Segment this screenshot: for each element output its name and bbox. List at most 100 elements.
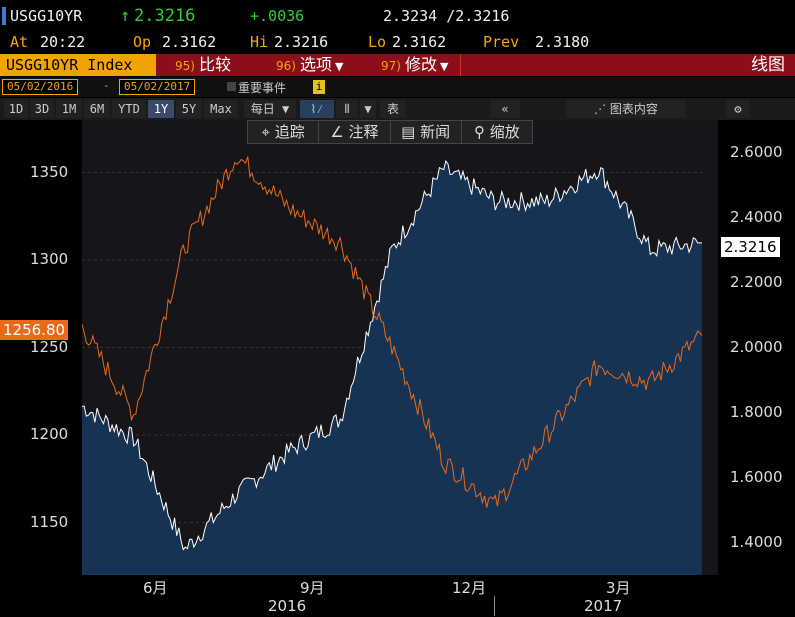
low-value: 2.3162 [392,33,447,51]
edit-button[interactable]: 97) 修改 ▼ [381,54,448,76]
left-tick-label: 1250 [30,337,69,356]
end-date-field[interactable]: 05/02/2017 [119,79,196,95]
track-button[interactable]: ⌖ 追踪 [248,121,320,143]
chart-svg [81,156,703,575]
info-icon[interactable]: i [313,80,325,94]
function-toolbar: USGG10YR Index 95) 比较 96) 选项 ▼ 97) 修改 ▼ 线图 [0,54,795,76]
range-button-3d[interactable]: 3D [30,100,54,118]
left-tick-label: 1300 [30,250,69,268]
annotate-label: 注释 [348,123,379,141]
compare-number: 95) [175,59,195,73]
range-button-ytd[interactable]: YTD [112,100,146,118]
quote-header: USGG10YR ↑ 2.3216 +.0036 2.3234 /2.3216 [0,0,795,30]
last-price: 2.3216 [134,6,196,26]
options-number: 96) [276,59,296,73]
net-change: +.0036 [250,7,305,25]
table-button[interactable]: 表 [380,100,406,118]
date-separator: - [103,79,110,92]
year-label: 2017 [584,597,623,615]
x-tick-label: 6月 [143,579,168,597]
left-tick-label: 1200 [30,425,69,443]
high-value: 2.3216 [274,33,329,51]
range-button-max[interactable]: Max [204,100,238,118]
plot-area[interactable] [81,120,718,575]
options-label: 选项 [299,55,332,74]
news-button[interactable]: ▤ 新闻 [391,121,462,143]
bar-chart-icon[interactable]: ⫴ [336,100,358,118]
at-label: At [10,33,29,51]
range-bar: 1D 3D 1M 6M YTD 1Y 5Y Max 每日 ▼ ⌇⁄ ⫴ ▼ 表 « ⋰ 图表内… [0,98,795,120]
events-checkbox[interactable] [227,82,236,91]
bid-ask: 2.3234 /2.3216 [383,7,510,25]
date-range-bar: 05/02/2016 - 05/02/2017 重要事件 i [0,77,795,97]
chart-content-button[interactable]: ⋰ 图表内容 [566,100,686,118]
prev-value: 2.3180 [535,33,590,51]
range-button-6m[interactable]: 6M [84,100,110,118]
right-tick-label: 1.6000 [730,467,783,486]
toolbar-divider [460,54,461,76]
left-tick-label: 1150 [30,512,69,531]
zoom-label: 缩放 [489,123,520,141]
right-tick-label: 1.4000 [730,532,783,551]
chart-title: 线图 [751,55,785,75]
right-tick-label: 1.8000 [730,402,783,421]
ticker-index-field[interactable]: USGG10YR Index [0,54,156,76]
chart-content-label: 图表内容 [609,102,658,116]
year-divider [494,596,495,616]
zoom-button[interactable]: ⚲ 缩放 [462,121,532,143]
range-button-1m[interactable]: 1M [56,100,82,118]
news-icon: ▤ [401,123,421,141]
period-label: 每日 [250,102,275,116]
open-value: 2.3162 [162,33,217,51]
at-time: 20:22 [40,33,86,51]
right-tick-label: 2.2000 [730,272,783,291]
annotate-button[interactable]: ∠ 注释 [319,121,391,143]
open-label: Op [133,33,152,51]
ticker-symbol: USGG10YR [10,7,83,25]
right-tick-label: 2.0000 [730,337,783,356]
settings-gear-icon[interactable]: ⚙ [726,100,750,118]
prev-label: Prev [483,33,520,51]
x-tick-label: 12月 [452,579,487,597]
edit-label: 修改 [404,55,437,74]
ticker-marker [2,7,6,25]
up-arrow-icon: ↑ [120,6,131,26]
x-tick-label: 9月 [300,579,325,597]
right-tick-label: 2.6000 [730,142,783,161]
range-button-5y[interactable]: 5Y [176,100,202,118]
right-tick-label: 2.4000 [730,207,783,226]
chart-type-dropdown-icon[interactable]: ▼ [360,100,376,118]
chart-area[interactable]: ⌖ 追踪 ∠ 注释 ▤ 新闻 ⚲ 缩放 1350 1300 1250 1200 1150… [0,120,795,617]
news-label: 新闻 [420,123,451,141]
compare-label: 比较 [198,55,231,74]
range-button-1d[interactable]: 1D [4,100,28,118]
compare-button[interactable]: 95) 比较 [175,54,231,76]
x-tick-label: 3月 [606,579,631,597]
period-select[interactable]: 每日 ▼ [244,100,296,118]
low-label: Lo [368,33,387,51]
crosshair-icon: ⌖ [261,123,275,141]
start-date-field[interactable]: 05/02/2016 [2,79,79,95]
year-label: 2016 [268,597,307,615]
left-tick-label: 1350 [30,162,69,181]
quote-details: At 20:22 Op 2.3162 Hi 2.3216 Lo 2.3162 P… [0,30,795,54]
range-button-1y[interactable]: 1Y [148,100,174,118]
pencil-icon: ∠ [330,123,349,141]
right-series-line [82,159,703,551]
track-label: 追踪 [274,123,305,141]
events-label: 重要事件 [238,81,287,95]
left-last-value: 1256.80 [0,320,69,340]
edit-number: 97) [381,59,401,73]
magnifier-icon: ⚲ [473,123,490,141]
line-chart-icon[interactable]: ⌇⁄ [300,100,334,118]
high-label: Hi [250,33,269,51]
options-button[interactable]: 96) 选项 ▼ [276,54,343,76]
annotation-toolbar: ⌖ 追踪 ∠ 注释 ▤ 新闻 ⚲ 缩放 [247,120,533,144]
right-series-area [82,161,702,575]
options-dropdown-icon: ▼ [334,60,344,73]
edit-dropdown-icon: ▼ [439,60,449,73]
chart-content-icon: ⋰ [594,102,610,116]
left-series-line [81,156,703,508]
right-last-value: 2.3216 [721,237,780,257]
collapse-icon[interactable]: « [490,100,520,118]
